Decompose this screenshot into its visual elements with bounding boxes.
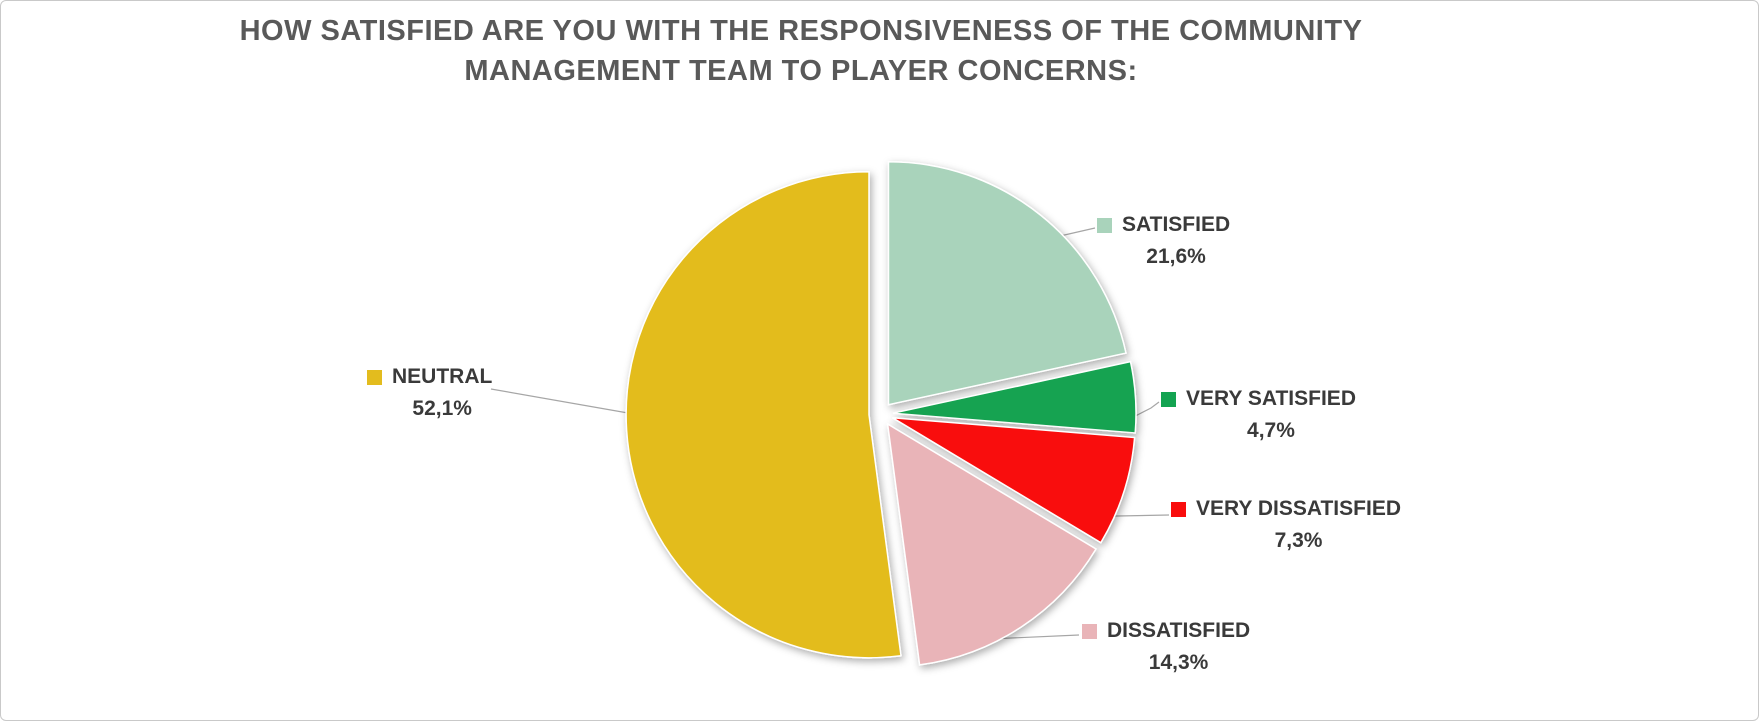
pie-slice-very-dissatisfied	[892, 416, 1136, 544]
satisfied-percent: 21,6%	[1146, 245, 1206, 268]
callout-very-satisfied-row: VERY SATISFIED	[1161, 387, 1356, 411]
callout-very-satisfied: VERY SATISFIED 4,7%	[1161, 387, 1356, 443]
chart-title: HOW SATISFIED ARE YOU WITH THE RESPONSIV…	[240, 11, 1363, 91]
callout-very-dissatisfied: VERY DISSATISFIED 7,3%	[1171, 497, 1401, 553]
callout-satisfied-row: SATISFIED	[1097, 213, 1230, 237]
leader-line	[490, 388, 629, 414]
neutral-label: NEUTRAL	[392, 365, 493, 388]
pie-slice-very-satisfied	[892, 360, 1137, 434]
leader-line	[988, 634, 1080, 640]
very-dissatisfied-swatch-icon	[1171, 501, 1186, 517]
satisfied-label: SATISFIED	[1122, 213, 1231, 236]
callout-neutral: NEUTRAL 52,1%	[367, 365, 492, 421]
callout-neutral-row: NEUTRAL	[367, 365, 492, 389]
satisfied-swatch-icon	[1097, 217, 1112, 233]
callout-dissatisfied-row: DISSATISFIED	[1082, 619, 1250, 643]
dissatisfied-percent: 14,3%	[1148, 651, 1209, 674]
callout-dissatisfied: DISSATISFIED 14,3%	[1082, 619, 1250, 675]
chart-title-line2: MANAGEMENT TEAM TO PLAYER CONCERNS:	[464, 55, 1138, 88]
pie-slice-satisfied	[887, 160, 1127, 406]
pie-slice-dissatisfied	[886, 422, 1098, 666]
callout-satisfied: SATISFIED 21,6%	[1097, 213, 1230, 269]
neutral-percent: 52,1%	[412, 397, 472, 420]
very-satisfied-label: VERY SATISFIED	[1186, 387, 1356, 410]
pie-slice-neutral	[625, 171, 902, 659]
very-dissatisfied-label: VERY DISSATISFIED	[1196, 497, 1401, 520]
callout-very-dissatisfied-row: VERY DISSATISFIED	[1171, 497, 1401, 521]
dissatisfied-label: DISSATISFIED	[1107, 619, 1251, 642]
neutral-swatch-icon	[367, 369, 382, 385]
chart-title-line1: HOW SATISFIED ARE YOU WITH THE RESPONSIV…	[239, 15, 1363, 47]
very-satisfied-percent: 4,7%	[1247, 419, 1295, 442]
very-satisfied-swatch-icon	[1161, 391, 1176, 407]
very-dissatisfied-percent: 7,3%	[1274, 529, 1323, 552]
dissatisfied-swatch-icon	[1082, 623, 1097, 639]
